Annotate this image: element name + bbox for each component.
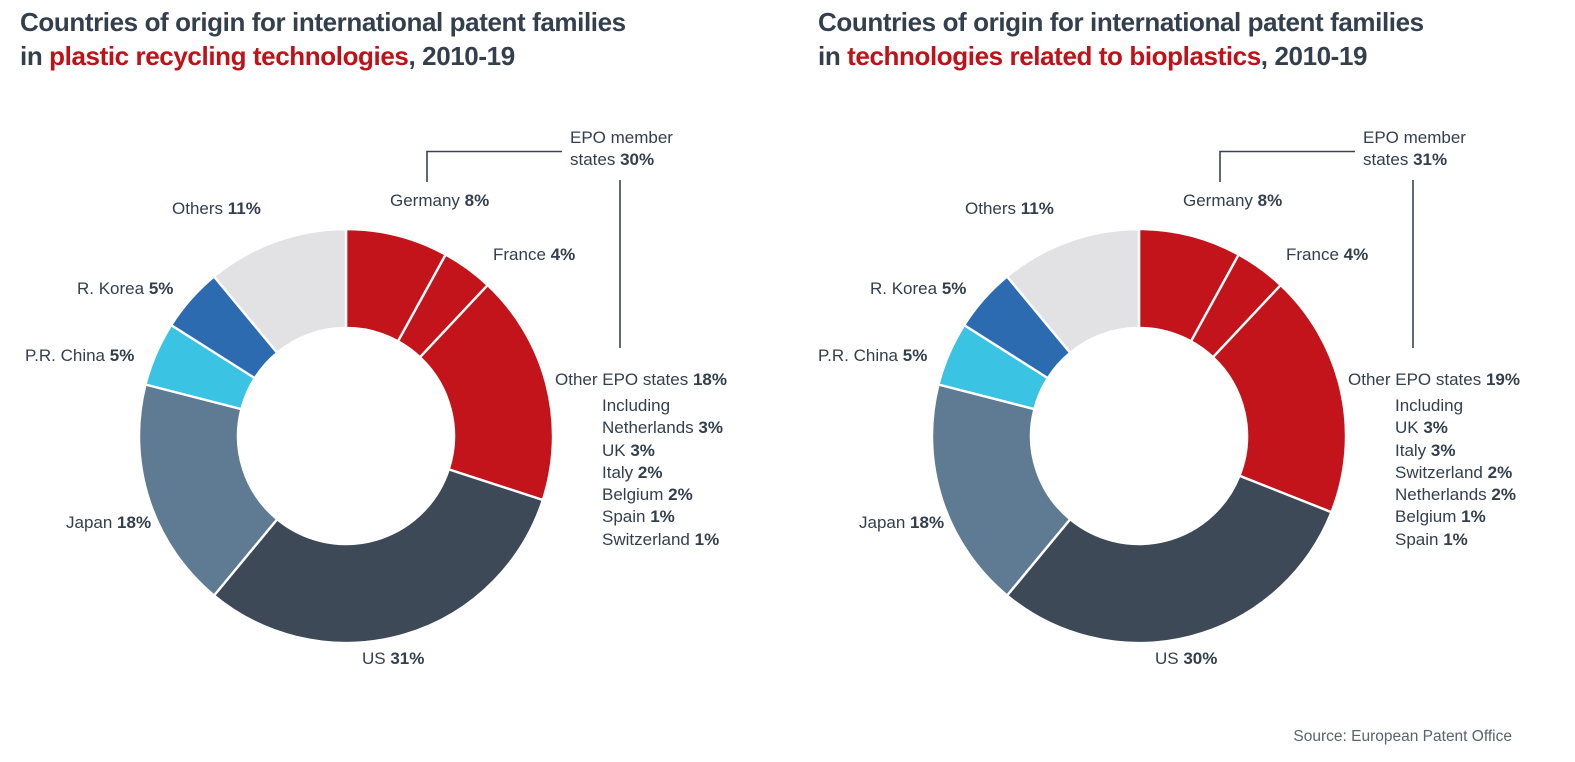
segment-label-p-r-china: P.R. China 5% xyxy=(818,346,928,365)
title-left-line2-highlight: plastic recycling technologies xyxy=(49,41,409,71)
segment-label-france: France 4% xyxy=(1286,245,1369,264)
title-right-line1: Countries of origin for international pa… xyxy=(818,7,1424,37)
breakdown-item-switzerland: Switzerland 1% xyxy=(602,529,720,549)
donut-segment-others xyxy=(1005,227,1141,354)
breakdown-item-switzerland: Switzerland 2% xyxy=(1395,462,1513,482)
breakdown-item-belgium: Belgium 1% xyxy=(1395,507,1486,527)
segment-label-r-korea: R. Korea 5% xyxy=(870,279,967,298)
segment-label-germany: Germany 8% xyxy=(390,191,490,210)
donut-segment-japan xyxy=(137,383,279,597)
donut-segment-us xyxy=(1005,474,1333,645)
donut-segment-other-epo-states xyxy=(418,283,555,502)
title-left-line2: in plastic recycling technologies, 2010-… xyxy=(20,39,626,73)
donut-segment-other-epo-states xyxy=(1211,283,1348,514)
epo-group-label: EPO member states 31% xyxy=(1363,128,1466,169)
epo-breakdown-list: Including Netherlands 3% UK 3% Italy 2% Belg… xyxy=(602,395,723,551)
title-right-line2-highlight: technologies related to bioplastics xyxy=(847,41,1261,71)
breakdown-item-italy: Italy 2% xyxy=(602,462,663,482)
breakdown-item-italy: Italy 3% xyxy=(1395,440,1456,460)
title-right-line2-prefix: in xyxy=(818,41,848,71)
epo-breakdown-list: Including UK 3% Italy 3% Switzerland 2% Neth… xyxy=(1395,395,1516,551)
segment-label-r-korea: R. Korea 5% xyxy=(77,279,174,298)
epo-group-bracket-line xyxy=(1219,150,1355,182)
segment-label-us: US 31% xyxy=(362,649,425,668)
epo-group-label: EPO member states 30% xyxy=(570,128,673,169)
source-text: Source: European Patent Office xyxy=(1293,728,1512,745)
breakdown-item-spain: Spain 1% xyxy=(1395,529,1468,549)
segment-label-germany: Germany 8% xyxy=(1183,191,1283,210)
breakdown-item-belgium: Belgium 2% xyxy=(602,485,693,505)
segment-label-others: Others 11% xyxy=(172,199,261,218)
segment-label-japan: Japan 18% xyxy=(66,513,152,532)
segment-label-others: Others 11% xyxy=(965,199,1054,218)
breakdown-item-uk: UK 3% xyxy=(1395,418,1448,438)
segment-label-japan: Japan 18% xyxy=(859,513,945,532)
donut-segment-others xyxy=(212,227,348,354)
segment-label-france: France 4% xyxy=(493,245,576,264)
breakdown-item-netherlands: Netherlands 2% xyxy=(1395,485,1516,505)
breakdown-item-spain: Spain 1% xyxy=(602,507,675,527)
segment-label-us: US 30% xyxy=(1155,649,1218,668)
breakdown-item-uk: UK 3% xyxy=(602,440,655,460)
breakdown-item-netherlands: Netherlands 3% xyxy=(602,418,723,438)
donut-segment-japan xyxy=(930,383,1072,597)
chart-title-left: Countries of origin for international pa… xyxy=(20,5,626,73)
donut-segment-us xyxy=(212,468,545,645)
epo-group-bracket-line xyxy=(426,150,562,182)
chart-title-right: Countries of origin for international pa… xyxy=(818,5,1424,73)
breakdown-heading: Including xyxy=(602,396,671,415)
title-left-line1: Countries of origin for international pa… xyxy=(20,7,626,37)
segment-label-p-r-china: P.R. China 5% xyxy=(25,346,135,365)
title-left-line2-suffix: , 2010-19 xyxy=(408,41,515,71)
segment-label-other-epo-states: Other EPO states 18% xyxy=(555,370,727,389)
title-right-line2-suffix: , 2010-19 xyxy=(1260,41,1368,71)
title-right-line2: in technologies related to bioplastics, … xyxy=(818,39,1424,73)
segment-label-other-epo-states: Other EPO states 19% xyxy=(1348,370,1520,389)
breakdown-heading: Including xyxy=(1395,396,1464,415)
title-left-line2-prefix: in xyxy=(20,41,50,71)
